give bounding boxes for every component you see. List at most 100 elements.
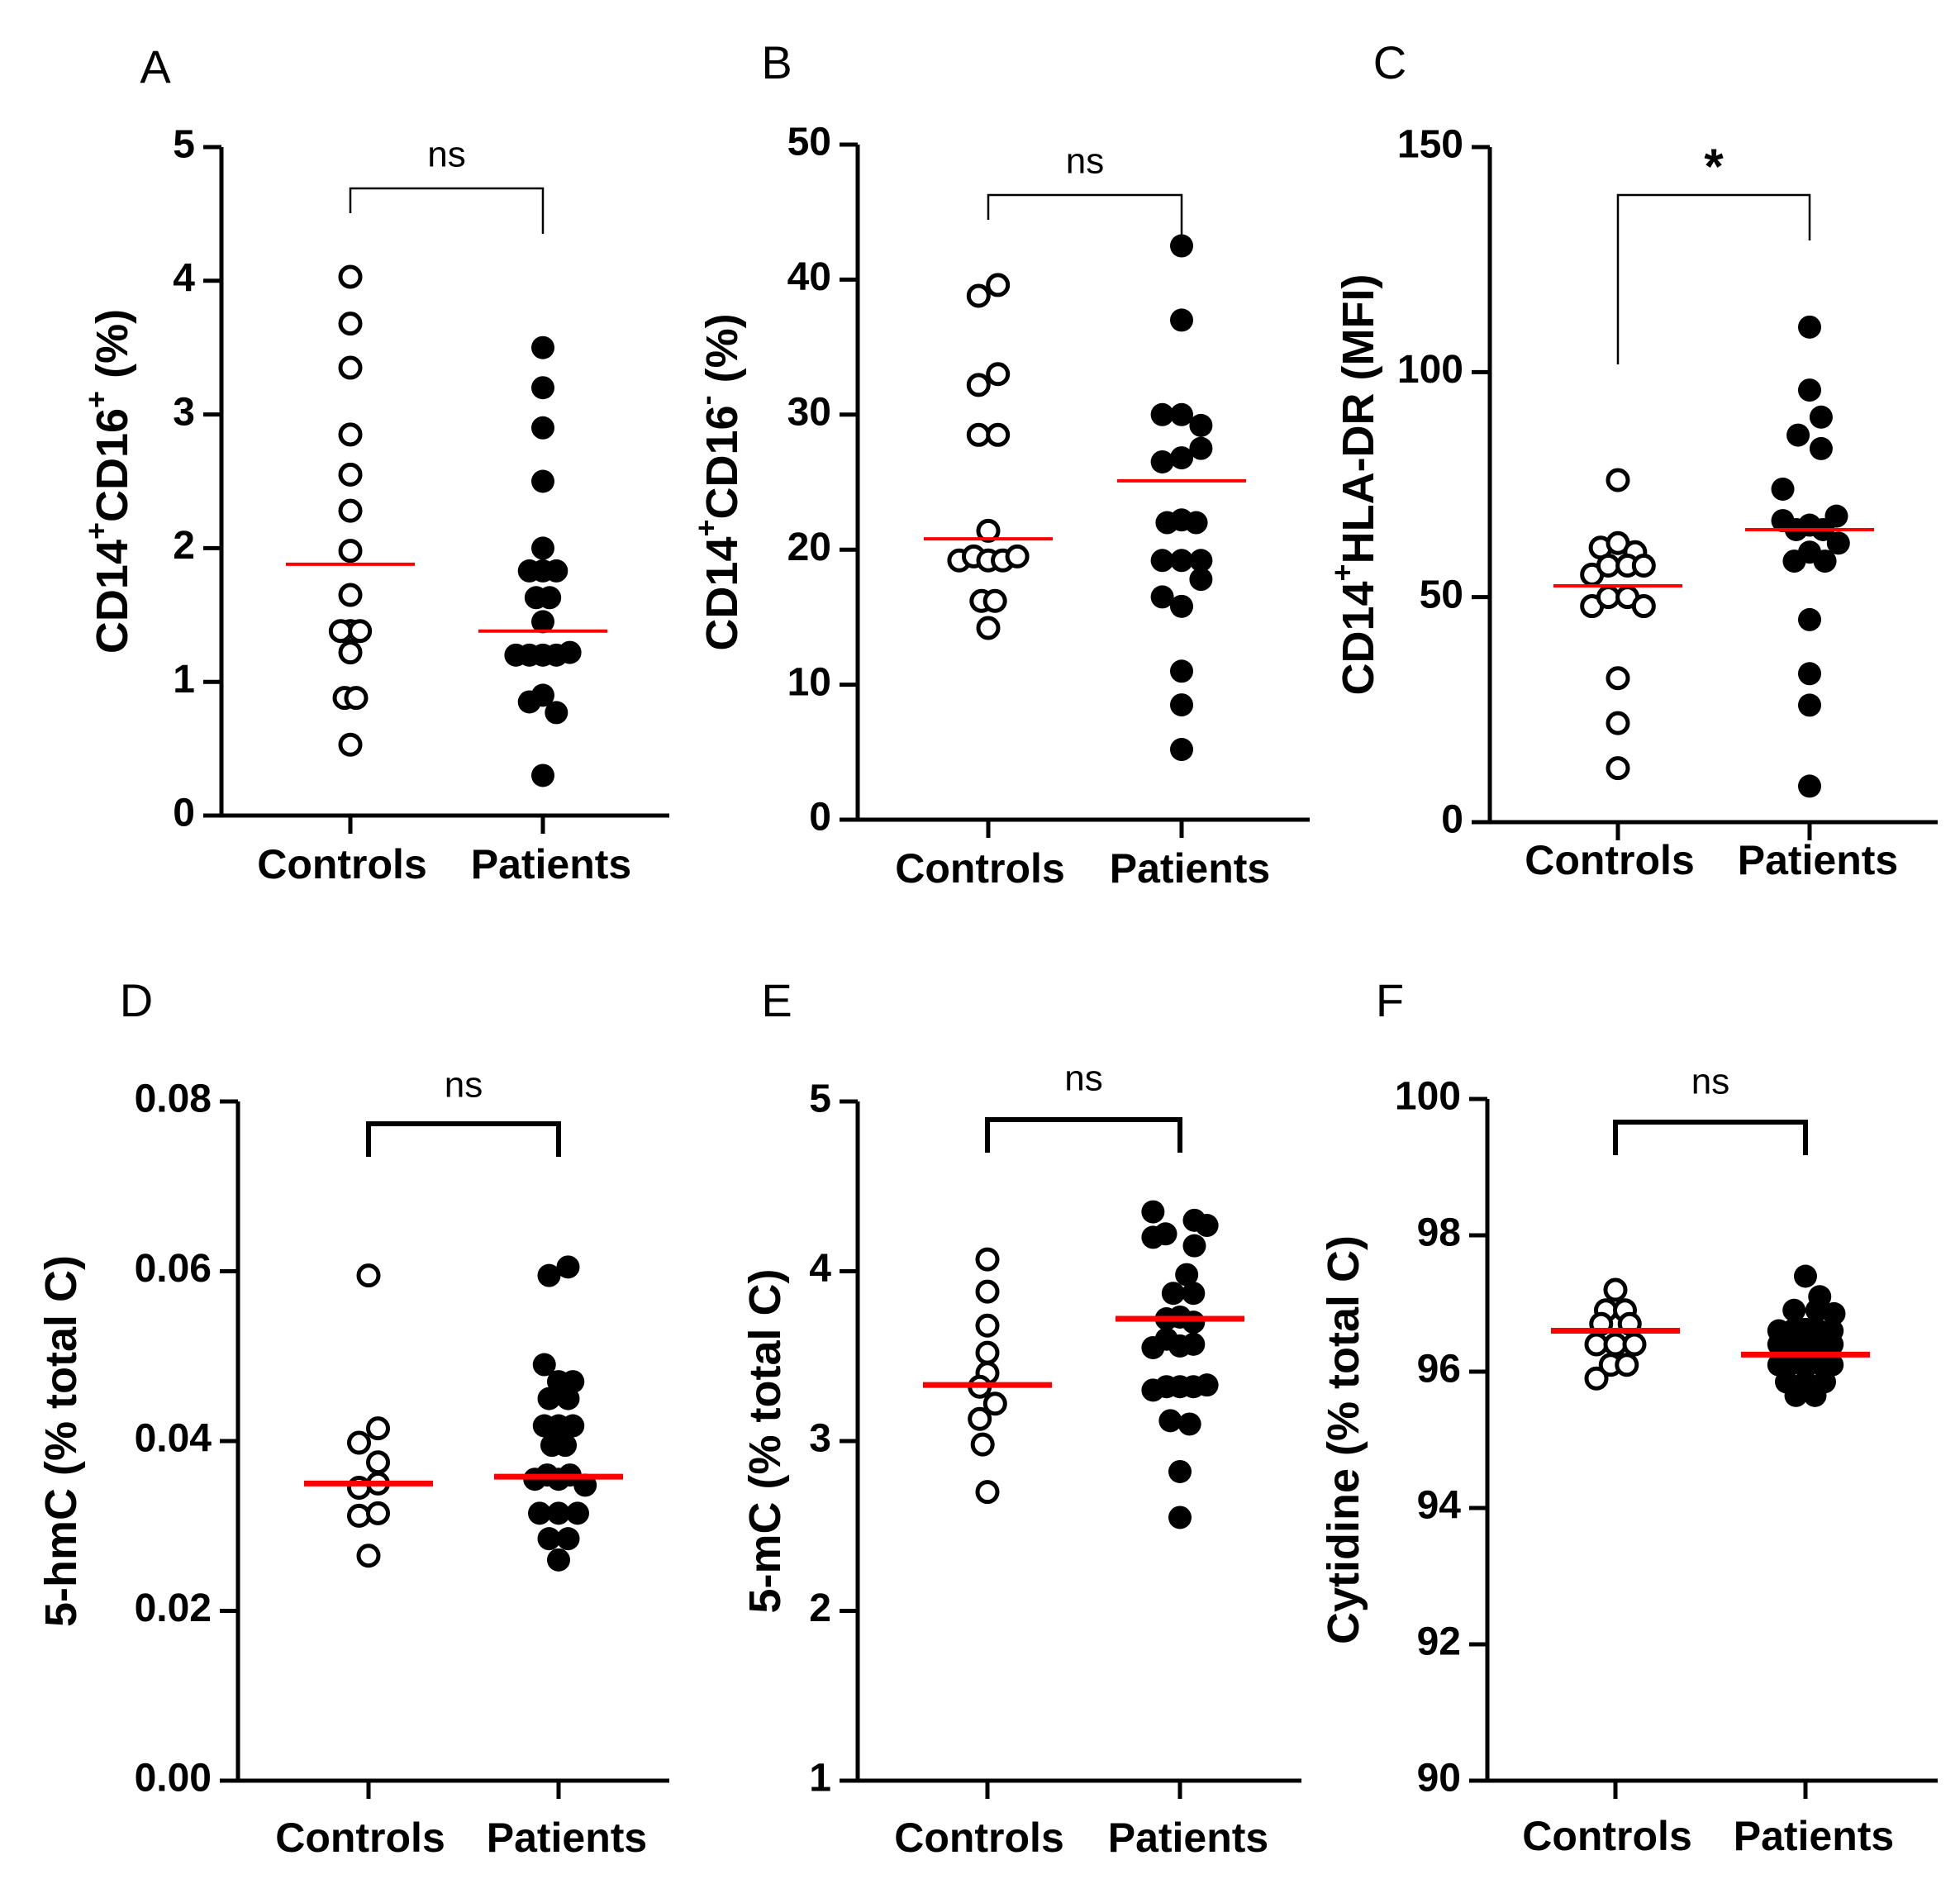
series-patients [1117,234,1246,762]
data-point-patient [1170,308,1193,332]
data-point-control [356,1544,381,1568]
data-point-control [1596,554,1620,578]
data-point-patient [1195,1373,1219,1397]
data-point-control [976,616,1001,640]
data-point-control [338,583,363,607]
y-tick-label: 96 [1417,1348,1461,1391]
data-point-patient [558,640,582,664]
data-point-patient [1175,1263,1199,1287]
data-point-patient [1168,1459,1192,1483]
significance-bracket [985,1117,1182,1153]
data-point-patient [1786,423,1810,447]
data-point-control [975,1279,1000,1304]
data-point-control [1606,666,1630,691]
data-point-control [338,462,363,487]
series-controls [1551,1277,1680,1391]
data-point-control [1603,1277,1628,1302]
data-point-patient [1184,511,1208,535]
series-patients [1741,1264,1870,1407]
data-point-patient [1170,402,1193,426]
data-point-patient [1782,1298,1806,1322]
significance-label: ns [1064,1058,1102,1099]
panel-d: D 0.00 0.02 0.04 0.06 0.08 Controls Patients 5-h… [36,974,669,1861]
data-point-patient [1182,1311,1206,1334]
data-point-control [975,1313,1000,1338]
data-point-patient [1170,549,1193,573]
data-point-control [1606,756,1630,781]
data-point-patient [1189,413,1213,437]
data-point-patient [531,376,554,400]
y-tick-label: 0.00 [135,1757,212,1801]
series-patients [1745,315,1874,798]
significance-label: ns [445,1065,483,1106]
x-category-label: Patients [1738,837,1899,883]
data-point-control [1005,544,1030,568]
data-point-patient [1798,378,1821,402]
y-tick-label: 4 [809,1247,831,1291]
series-controls [923,1247,1052,1505]
data-point-control [366,1501,390,1525]
data-point-patient [1195,1214,1219,1238]
data-point-patient [1168,1506,1192,1529]
y-tick-label: 98 [1417,1211,1461,1255]
data-point-patient [1182,1332,1206,1356]
y-tick-label: 4 [173,256,195,300]
y-axis-title: CD14+CD16- (%) [689,313,747,650]
y-tick-label: 3 [173,390,195,434]
data-point-patient [545,559,568,583]
data-point-patient [531,683,554,707]
significance-bracket [987,193,1183,240]
y-tick-label: 90 [1417,1757,1461,1801]
data-point-patient [1813,549,1837,573]
data-point-control [1606,711,1630,735]
data-point-control [968,1406,992,1431]
x-category-label: Controls [894,1815,1064,1861]
data-point-control [1584,1366,1609,1391]
y-tick-label: 3 [809,1417,831,1461]
data-point-patient [537,1387,561,1410]
data-point-control [982,588,1007,613]
significance-label: ns [1066,141,1104,182]
y-tick-label: 2 [173,524,195,568]
data-point-patient [1170,234,1193,258]
x-category-label: Controls [895,845,1065,892]
data-point-control [1606,468,1630,492]
series-controls [304,1263,433,1568]
data-point-patient [1158,1409,1182,1433]
data-point-patient [1154,1222,1177,1246]
data-point-patient [1189,436,1213,460]
data-point-patient [531,610,554,634]
data-point-control [975,1247,1000,1272]
panel-c: C 0 50 100 150 Controls Patients CD14+HLA-DR (M… [1325,36,1938,883]
data-point-patient [531,536,554,560]
data-point-patient [1161,1282,1185,1306]
data-point-patient [556,1527,580,1551]
y-tick-label: 30 [787,390,831,434]
y-axis-title: 5-hmC (% total C) [36,1255,86,1627]
data-point-patient [1794,1264,1817,1288]
data-point-control [1615,1353,1639,1377]
data-point-patient [1820,1333,1844,1356]
data-point-patient [1809,436,1833,460]
data-point-patient [554,1434,578,1458]
data-point-control [1603,1332,1628,1357]
data-point-control [338,355,363,380]
data-point-patient [1177,1412,1201,1436]
data-point-patient [1150,450,1174,473]
data-point-control [348,619,373,644]
data-point-patient [537,1527,561,1551]
y-tick-label: 0 [809,796,831,840]
panel-letter: D [120,974,153,1026]
data-point-control [975,1340,1000,1365]
series-patients [494,1255,623,1572]
data-point-patient [1170,693,1193,717]
data-point-control [966,373,991,397]
data-point-patient [1798,774,1821,798]
data-point-control [975,1480,1000,1505]
data-point-patient [531,416,554,440]
panel-letter: A [140,40,171,93]
data-point-control [976,518,1001,543]
x-category-label: Patients [487,1815,648,1861]
data-point-patient [556,1387,580,1410]
